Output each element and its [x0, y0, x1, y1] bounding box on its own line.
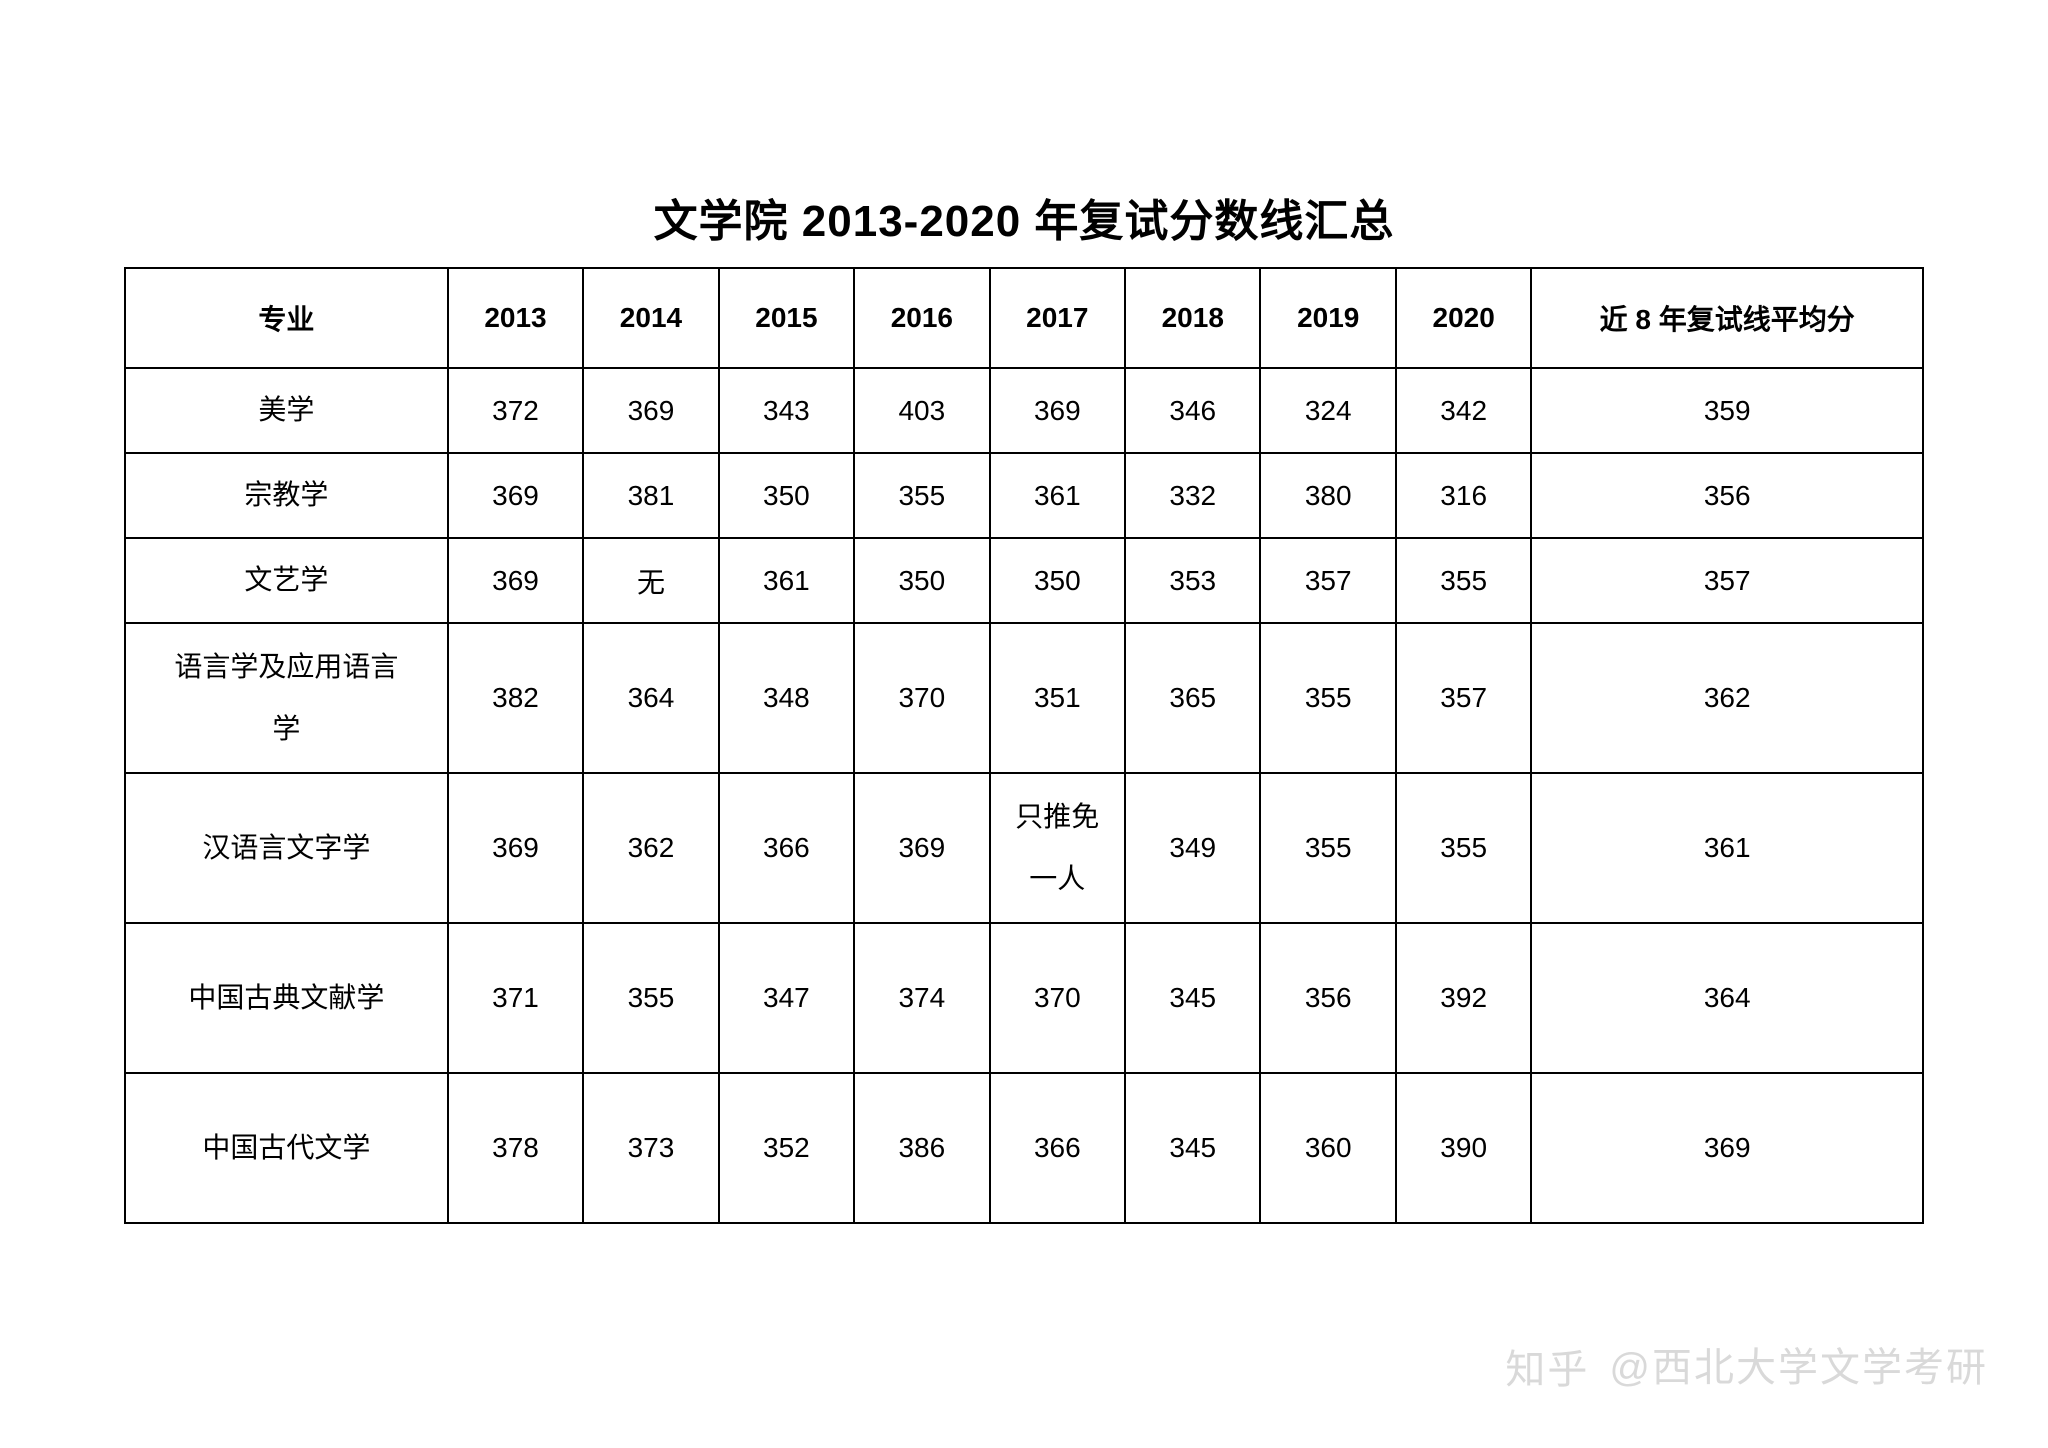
cell-value: 332: [1125, 453, 1260, 538]
cell-value: 348: [719, 623, 854, 773]
cell-major: 汉语言文字学: [125, 773, 448, 923]
cell-value: 350: [854, 538, 989, 623]
cell-major: 中国古典文献学: [125, 923, 448, 1073]
score-table: 专业 2013 2014 2015 2016 2017 2018 2019 20…: [124, 267, 1924, 1224]
cell-value: 355: [1260, 773, 1395, 923]
cell-value: 369: [990, 368, 1125, 453]
cell-value: 350: [719, 453, 854, 538]
watermark-logo: 知乎: [1505, 1337, 1589, 1395]
cell-value: 371: [448, 923, 583, 1073]
table-row: 汉语言文字学369362366369只推免一人349355355361: [125, 773, 1923, 923]
cell-value: 390: [1396, 1073, 1531, 1223]
cell-value: 355: [1396, 538, 1531, 623]
table-row: 语言学及应用语言学382364348370351365355357362: [125, 623, 1923, 773]
cell-value: 355: [583, 923, 718, 1073]
cell-value: 382: [448, 623, 583, 773]
cell-value: 369: [448, 773, 583, 923]
cell-value: 364: [583, 623, 718, 773]
cell-value: 374: [854, 923, 989, 1073]
cell-avg: 361: [1531, 773, 1923, 923]
cell-value: 361: [990, 453, 1125, 538]
cell-value: 366: [719, 773, 854, 923]
cell-value: 356: [1260, 923, 1395, 1073]
cell-value: 360: [1260, 1073, 1395, 1223]
cell-value: 369: [448, 538, 583, 623]
watermark: 知乎 @西北大学文学考研: [1505, 1335, 1988, 1393]
cell-value: 349: [1125, 773, 1260, 923]
cell-value: 369: [583, 368, 718, 453]
table-row: 美学372369343403369346324342359: [125, 368, 1923, 453]
cell-value: 403: [854, 368, 989, 453]
cell-value: 372: [448, 368, 583, 453]
cell-value: 355: [1260, 623, 1395, 773]
cell-value: 362: [583, 773, 718, 923]
cell-value: 343: [719, 368, 854, 453]
table-header-row: 专业 2013 2014 2015 2016 2017 2018 2019 20…: [125, 268, 1923, 368]
cell-value: 357: [1396, 623, 1531, 773]
cell-value: 370: [990, 923, 1125, 1073]
cell-major: 宗教学: [125, 453, 448, 538]
col-header-2019: 2019: [1260, 268, 1395, 368]
cell-value: 345: [1125, 923, 1260, 1073]
table-row: 中国古代文学378373352386366345360390369: [125, 1073, 1923, 1223]
col-header-2017: 2017: [990, 268, 1125, 368]
cell-value: 355: [1396, 773, 1531, 923]
col-header-2020: 2020: [1396, 268, 1531, 368]
cell-avg: 362: [1531, 623, 1923, 773]
cell-value: 380: [1260, 453, 1395, 538]
cell-avg: 359: [1531, 368, 1923, 453]
col-header-2015: 2015: [719, 268, 854, 368]
cell-major: 中国古代文学: [125, 1073, 448, 1223]
cell-value: 351: [990, 623, 1125, 773]
cell-value: 365: [1125, 623, 1260, 773]
cell-value: 361: [719, 538, 854, 623]
cell-value: 无: [583, 538, 718, 623]
table-row: 文艺学369无361350350353357355357: [125, 538, 1923, 623]
cell-major: 美学: [125, 368, 448, 453]
col-header-2016: 2016: [854, 268, 989, 368]
cell-value: 324: [1260, 368, 1395, 453]
cell-value: 355: [854, 453, 989, 538]
watermark-text: @西北大学文学考研: [1609, 1346, 1988, 1390]
col-header-2014: 2014: [583, 268, 718, 368]
table-row: 中国古典文献学371355347374370345356392364: [125, 923, 1923, 1073]
cell-value: 369: [448, 453, 583, 538]
cell-value: 316: [1396, 453, 1531, 538]
cell-value: 347: [719, 923, 854, 1073]
cell-value: 346: [1125, 368, 1260, 453]
cell-avg: 356: [1531, 453, 1923, 538]
cell-value: 350: [990, 538, 1125, 623]
col-header-2013: 2013: [448, 268, 583, 368]
cell-major: 语言学及应用语言学: [125, 623, 448, 773]
cell-avg: 364: [1531, 923, 1923, 1073]
cell-value: 357: [1260, 538, 1395, 623]
col-header-avg: 近 8 年复试线平均分: [1531, 268, 1923, 368]
cell-value: 345: [1125, 1073, 1260, 1223]
table-row: 宗教学369381350355361332380316356: [125, 453, 1923, 538]
cell-value: 386: [854, 1073, 989, 1223]
col-header-major: 专业: [125, 268, 448, 368]
cell-value: 392: [1396, 923, 1531, 1073]
cell-value: 378: [448, 1073, 583, 1223]
page-title: 文学院 2013-2020 年复试分数线汇总: [654, 185, 1395, 249]
cell-value: 381: [583, 453, 718, 538]
col-header-2018: 2018: [1125, 268, 1260, 368]
cell-value: 373: [583, 1073, 718, 1223]
cell-value: 353: [1125, 538, 1260, 623]
cell-avg: 369: [1531, 1073, 1923, 1223]
cell-value: 369: [854, 773, 989, 923]
cell-value: 370: [854, 623, 989, 773]
cell-avg: 357: [1531, 538, 1923, 623]
cell-major: 文艺学: [125, 538, 448, 623]
cell-value: 352: [719, 1073, 854, 1223]
cell-value: 366: [990, 1073, 1125, 1223]
cell-value: 342: [1396, 368, 1531, 453]
cell-value: 只推免一人: [990, 773, 1125, 923]
